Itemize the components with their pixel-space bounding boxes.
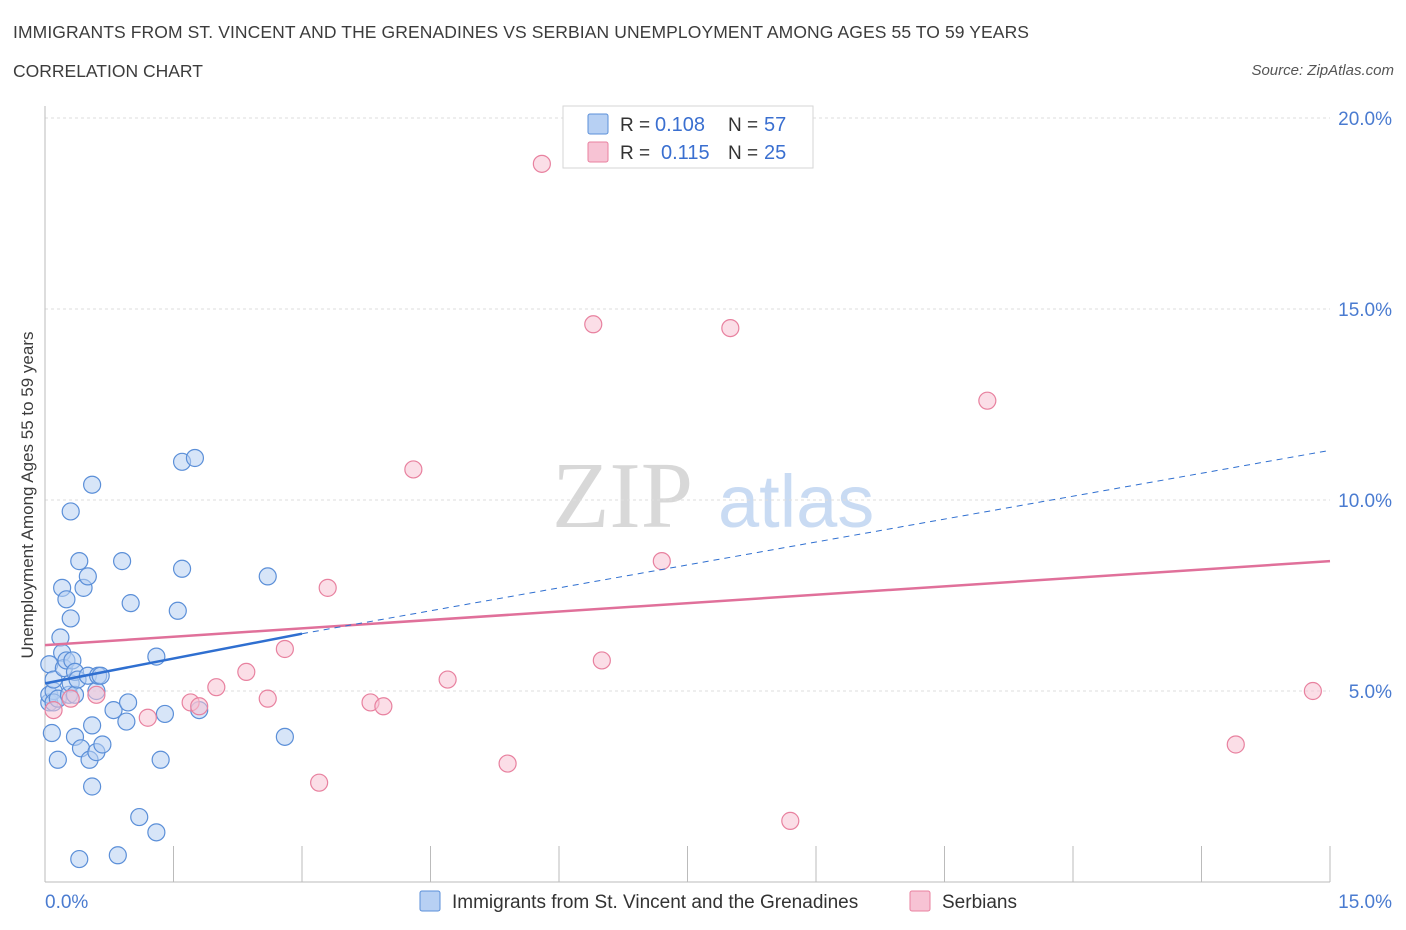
immigrants-trend-line-solid <box>44 632 303 685</box>
chart-title: IMMIGRANTS FROM ST. VINCENT AND THE GREN… <box>13 22 1030 42</box>
bottom-legend-swatch-blue <box>419 890 441 912</box>
immigrants-point-25 <box>70 849 89 869</box>
legend-r-label-2: R = <box>620 143 650 164</box>
x-tick-labels: 0.0% 15.0% <box>45 892 1392 913</box>
series-immigrants-points <box>40 448 294 869</box>
y-axis-title: Unemployment Among Ages 55 to 59 years <box>18 332 37 659</box>
bottom-legend-swatch-pink <box>909 890 931 912</box>
immigrants-point-50 <box>168 601 187 620</box>
immigrants-point-14 <box>57 590 76 609</box>
watermark-zip: ZIP <box>552 444 693 548</box>
immigrants-point-38 <box>93 735 112 754</box>
serbians-point-3 <box>138 708 157 727</box>
immigrants-point-51 <box>172 559 192 578</box>
immigrants-point-48 <box>151 750 170 769</box>
serbians-point-17 <box>532 154 551 173</box>
immigrants-point-55 <box>258 567 277 586</box>
serbians-point-19 <box>592 651 611 670</box>
immigrants-point-28 <box>78 567 97 586</box>
serbians-point-23 <box>978 391 997 410</box>
immigrants-point-43 <box>118 693 138 712</box>
x-ticks <box>173 846 1331 882</box>
immigrants-point-18 <box>61 502 80 521</box>
serbians-point-10 <box>310 773 329 792</box>
immigrants-point-8 <box>48 750 67 769</box>
y-tick-label-0: 5.0% <box>1349 682 1392 703</box>
serbians-point-9 <box>275 639 294 659</box>
immigrants-point-53 <box>185 448 205 468</box>
serbians-point-16 <box>498 754 517 773</box>
serbians-trend-line <box>44 559 1331 647</box>
trend-lines <box>44 449 1331 685</box>
source-credit: Source: ZipAtlas.com <box>1251 62 1394 79</box>
legend-swatch-blue <box>587 113 609 135</box>
serbians-point-0 <box>44 700 63 720</box>
immigrants-point-24 <box>70 552 89 571</box>
x-tick-label-1: 15.0% <box>1338 892 1392 913</box>
immigrants-point-45 <box>130 807 149 827</box>
immigrants-point-56 <box>275 727 294 746</box>
serbians-point-5 <box>190 697 209 716</box>
legend-n-value-2: 25 <box>764 142 786 164</box>
bottom-legend-label-immigrants: Immigrants from St. Vincent and the Gren… <box>452 892 858 913</box>
bottom-legend-label-serbians: Serbians <box>942 892 1017 913</box>
legend-n-value-1: 57 <box>764 114 786 136</box>
serbians-point-13 <box>374 697 393 716</box>
serbians-point-20 <box>652 552 671 571</box>
serbians-point-24 <box>1226 735 1245 754</box>
legend-n-label-1: N = <box>728 115 758 136</box>
legend-swatch-pink <box>587 141 609 163</box>
legend-r-label-1: R = <box>620 115 650 136</box>
gridlines <box>45 117 1330 692</box>
immigrants-point-39 <box>104 700 123 720</box>
serbians-point-21 <box>721 319 740 338</box>
serbians-point-22 <box>781 811 800 830</box>
y-tick-label-3: 20.0% <box>1338 109 1392 130</box>
legend-r-value-1: 0.108 <box>655 114 705 136</box>
immigrants-point-32 <box>83 777 102 796</box>
serbians-point-18 <box>584 315 603 334</box>
immigrants-point-33 <box>83 716 102 735</box>
serbians-point-15 <box>438 670 457 689</box>
immigrants-point-44 <box>121 594 140 613</box>
bottom-legend: Immigrants from St. Vincent and the Gren… <box>419 890 1017 913</box>
immigrants-point-42 <box>117 712 136 731</box>
immigrants-point-17 <box>61 609 80 628</box>
immigrants-point-49 <box>155 704 175 724</box>
immigrants-trend-line-dashed <box>301 449 1331 635</box>
y-tick-labels: 5.0% 10.0% 15.0% 20.0% <box>1338 109 1392 703</box>
watermark-atlas: atlas <box>718 460 874 543</box>
legend-r-value-2: 0.115 <box>661 142 710 164</box>
y-tick-label-1: 10.0% <box>1338 491 1392 512</box>
legend-n-label-2: N = <box>728 143 758 164</box>
immigrants-point-47 <box>147 823 166 842</box>
immigrants-point-37 <box>91 666 110 685</box>
serbians-point-7 <box>237 662 256 682</box>
immigrants-point-31 <box>83 475 102 494</box>
immigrants-point-3 <box>42 723 61 743</box>
series-serbians-points <box>44 154 1322 830</box>
serbians-point-11 <box>318 578 337 597</box>
serbians-point-25 <box>1303 681 1322 701</box>
serbians-point-8 <box>258 689 277 708</box>
serbians-point-1 <box>61 689 80 708</box>
serbians-point-6 <box>207 678 226 697</box>
serbians-point-2 <box>87 685 106 704</box>
top-legend: R = 0.108 N = 57 R = 0.115 N = 25 <box>562 105 814 169</box>
chart-subtitle: CORRELATION CHART <box>13 61 203 81</box>
y-tick-label-2: 15.0% <box>1338 300 1392 321</box>
watermark: ZIP atlas <box>552 444 874 548</box>
serbians-point-14 <box>404 460 423 479</box>
x-tick-label-0: 0.0% <box>45 892 88 913</box>
immigrants-point-40 <box>108 846 127 865</box>
immigrants-point-41 <box>112 552 132 571</box>
